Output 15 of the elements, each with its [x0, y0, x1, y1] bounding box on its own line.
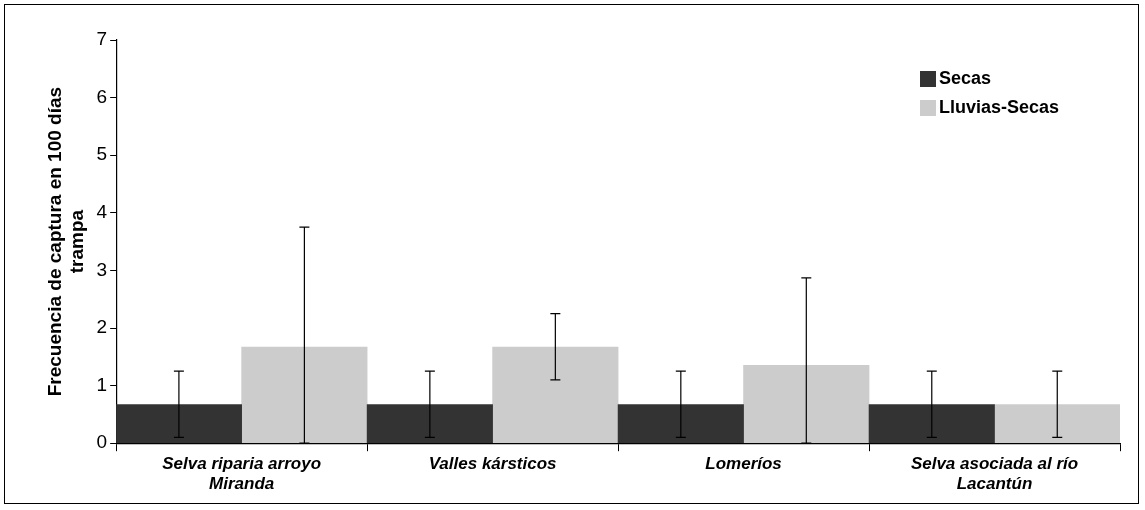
x-tick-label: Valles kársticos	[428, 454, 557, 474]
y-tick-label: 2	[96, 316, 108, 338]
y-tick-label: 3	[96, 258, 108, 280]
x-tick-label: Selva asociada al río Lacantún	[910, 454, 1079, 494]
y-tick-label: 0	[96, 431, 108, 453]
legend-label: Secas	[939, 68, 992, 89]
x-tick-label: Selva riparia arroyo Miranda	[162, 454, 322, 494]
y-tick-label: 7	[96, 28, 108, 50]
y-tick-label: 1	[96, 373, 108, 395]
y-axis-title: Frecuencia de captura en 100 días trampa	[43, 86, 88, 397]
x-tick-label: Lomeríos	[705, 454, 782, 474]
legend-label: Lluvias-Secas	[939, 97, 1060, 118]
y-tick-label: 5	[96, 143, 108, 165]
y-tick-label: 4	[96, 201, 108, 223]
y-tick-label: 6	[96, 85, 108, 107]
